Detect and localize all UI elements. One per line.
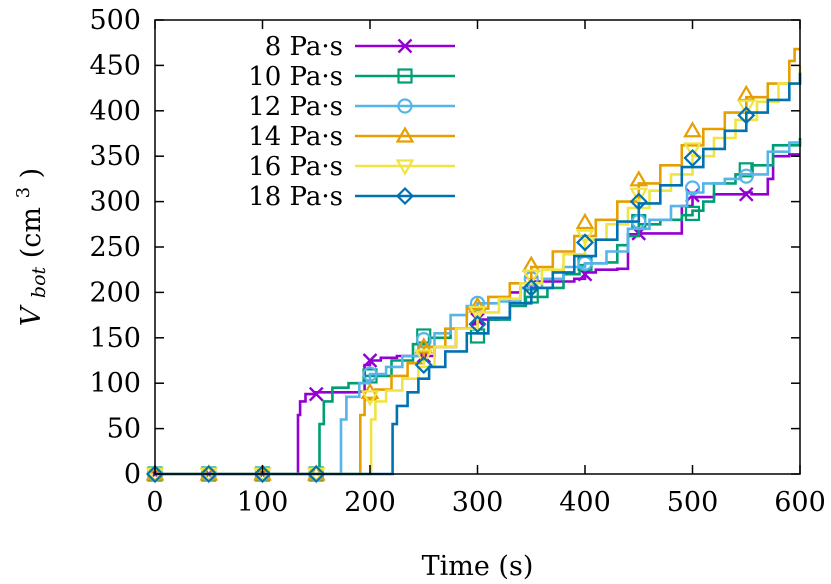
series-marker	[575, 233, 595, 252]
series-6	[145, 72, 802, 484]
legend-marker	[397, 38, 413, 54]
series-marker	[145, 464, 165, 484]
series-line	[155, 72, 802, 476]
axis-ticks	[154, 19, 801, 475]
legend-marker-stroke-b	[397, 38, 413, 54]
series-marker	[521, 269, 541, 286]
series-marker	[575, 212, 595, 230]
legend-marker	[397, 98, 413, 114]
legend-label: 14 Pa·s	[248, 122, 343, 152]
x-tick-label: 500	[667, 487, 719, 518]
series-marker	[736, 99, 756, 116]
y-axis-title: V bot (cm 3 )	[5, 168, 52, 326]
series-marker	[738, 168, 754, 184]
y-axis-title-main: V	[16, 304, 47, 326]
y-tick-label: 0	[124, 459, 141, 490]
legend-entry: 12 Pa·s	[248, 92, 455, 122]
y-tick-label: 350	[89, 141, 141, 172]
x-tick-label: 100	[237, 487, 289, 518]
series-marker	[307, 464, 326, 484]
series-marker	[362, 353, 378, 368]
y-tick-label: 500	[89, 5, 141, 36]
series-marker	[683, 148, 702, 168]
series-marker	[629, 187, 649, 205]
y-axis-title-unit-close: )	[16, 168, 47, 179]
series-marker	[362, 366, 378, 382]
series-marker	[468, 315, 487, 334]
series-marker	[414, 337, 434, 354]
series-3	[147, 139, 802, 482]
legend-label: 18 Pa·s	[248, 182, 343, 212]
legend-entry: 8 Pa·s	[265, 32, 455, 62]
y-tick-label: 100	[89, 368, 141, 399]
legend-label: 8 Pa·s	[265, 32, 343, 62]
plot-series	[145, 47, 802, 484]
series-marker	[308, 386, 324, 402]
legend-marker	[397, 68, 413, 84]
x-tick-label: 400	[559, 487, 611, 518]
series-marker-stroke-b	[308, 386, 324, 402]
series-marker	[414, 349, 434, 366]
series-line	[155, 65, 802, 476]
series-marker	[575, 229, 595, 246]
y-tick-label: 450	[89, 50, 141, 81]
y-axis-title-unit-superscript: 3	[13, 187, 34, 198]
series-marker	[414, 355, 433, 375]
series-marker	[737, 106, 756, 125]
series-marker-stroke-b	[362, 353, 378, 368]
series-marker	[738, 186, 754, 202]
x-tick-label: 0	[146, 487, 163, 518]
series-marker	[683, 142, 702, 159]
y-tick-label: 50	[107, 414, 141, 445]
x-tick-label: 600	[774, 487, 826, 518]
y-axis-title-unit: (cm	[16, 207, 47, 258]
series-marker	[684, 180, 701, 196]
legend: 8 Pa·s10 Pa·s12 Pa·s14 Pa·s16 Pa·s18 Pa·…	[248, 32, 455, 212]
series-marker	[684, 205, 701, 222]
y-axis-title-subscript: bot	[28, 267, 50, 299]
legend-entry: 16 Pa·s	[248, 152, 455, 182]
x-axis-title: Time (s)	[422, 551, 534, 582]
series-marker	[738, 162, 754, 178]
series-marker	[683, 121, 702, 138]
series-marker	[522, 278, 541, 297]
series-marker	[629, 170, 649, 187]
x-tick-label: 200	[344, 487, 396, 518]
x-tick-label: 300	[452, 487, 504, 518]
y-tick-label: 150	[89, 323, 141, 354]
legend-marker	[395, 126, 415, 143]
legend-label: 10 Pa·s	[248, 62, 343, 92]
legend-entry: 10 Pa·s	[248, 62, 455, 92]
legend-entry: 18 Pa·s	[248, 182, 455, 212]
y-tick-label: 200	[89, 277, 141, 308]
legend-marker	[395, 159, 415, 176]
series-marker	[199, 464, 218, 484]
legend-marker	[395, 186, 415, 206]
series-5	[145, 65, 802, 484]
y-tick-label: 400	[89, 96, 141, 127]
series-4	[145, 47, 800, 481]
y-tick-label: 300	[89, 187, 141, 218]
series-line	[155, 138, 802, 476]
series-marker	[468, 305, 487, 323]
series-marker	[629, 192, 648, 211]
legend-label: 12 Pa·s	[248, 92, 343, 122]
legend-entry: 14 Pa·s	[248, 122, 455, 152]
series-marker	[360, 390, 380, 407]
y-tick-label: 250	[89, 232, 141, 263]
series-marker	[253, 464, 272, 484]
series-marker-stroke-b	[738, 186, 754, 202]
series-line	[155, 47, 800, 476]
axis-tick-labels: 0 100 200 300 400 500 600 0 50 100 150 200 250 300 350…	[89, 5, 825, 518]
legend-label: 16 Pa·s	[248, 152, 343, 182]
